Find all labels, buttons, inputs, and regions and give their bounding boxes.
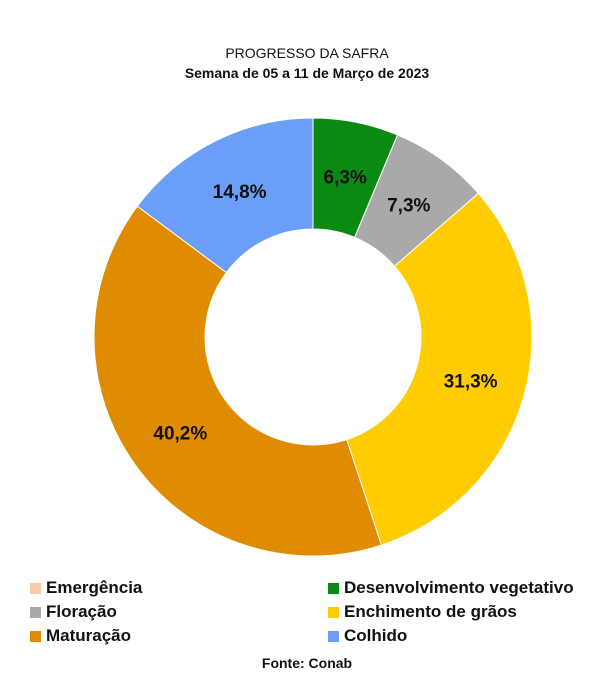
legend-swatch xyxy=(30,630,41,642)
data-label-floracao: 7,3% xyxy=(387,195,430,216)
legend-item-desenvolvimento-vegetativo: Desenvolvimento vegetativo xyxy=(328,577,574,599)
slice-colhido xyxy=(136,117,314,274)
legend-item-enchimento-de-graos: Enchimento de grãos xyxy=(328,601,517,623)
legend-label: Desenvolvimento vegetativo xyxy=(344,578,574,597)
chart-title: PROGRESSO DA SAFRA xyxy=(225,45,389,61)
source-note: Fonte: Conab xyxy=(261,655,353,671)
chart-subtitle: Semana de 05 a 11 de Março de 2023 xyxy=(184,65,430,81)
legend-swatch xyxy=(328,582,339,594)
data-label-desenvolvimento-vegetativo: 6,3% xyxy=(324,168,367,189)
legend-label: Emergência xyxy=(46,578,143,597)
slice-maturacao xyxy=(93,205,383,557)
legend-label: Colhido xyxy=(344,626,408,645)
data-label-colhido: 14,8% xyxy=(213,182,267,203)
data-label-maturacao: 40,2% xyxy=(153,424,207,445)
legend-swatch xyxy=(328,630,339,642)
legend-swatch xyxy=(328,606,339,618)
data-label-enchimento-de-graos: 31,3% xyxy=(444,371,498,392)
legend-label: Enchimento de grãos xyxy=(344,602,517,621)
chart-title-block: PROGRESSO DA SAFRA Semana de 05 a 11 de … xyxy=(0,43,614,83)
legend-item-colhido: Colhido xyxy=(328,625,407,647)
legend-item-emergencia: Emergência xyxy=(30,577,142,599)
legend-item-floracao: Floração xyxy=(30,601,117,623)
legend-item-maturacao: Maturação xyxy=(30,625,131,647)
donut-chart: 6,3% 7,3% 31,3% 40,2% 14,8% xyxy=(93,117,533,557)
legend-swatch xyxy=(30,606,41,618)
slice-enchimento-de-graos xyxy=(346,192,533,546)
legend-label: Maturação xyxy=(46,626,132,645)
legend-swatch xyxy=(30,582,41,594)
legend-label: Floração xyxy=(46,602,117,621)
